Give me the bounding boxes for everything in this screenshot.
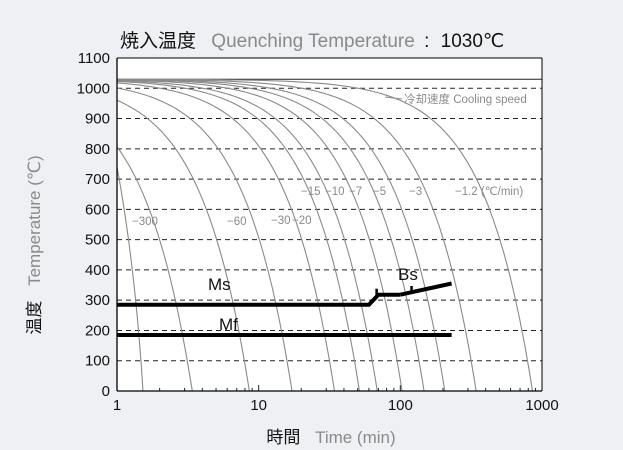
cooling-curve-6 [117,79,403,391]
cooling-speed-label: 冷却速度 Cooling speed [404,92,527,106]
cooling-rate-label-2: −30 [271,215,291,227]
plot-area: 0 100 200 300 400 500 600 700 800 900 1000 1100 1 10 1… [77,50,559,414]
ylabel-jp: 温度 [25,301,44,335]
cooling-rate-label-7: −5 [373,186,386,198]
cooling-rate-label-6: −7 [349,186,362,198]
y-tick-label-500: 500 [85,232,110,249]
y-axis-label: 温度 Temperature (℃) [25,155,44,334]
cooling-rate-label-0: −300 [132,216,158,228]
line-ms [117,292,401,307]
x-axis-label: 時間 Time (min) [266,428,395,447]
cooling-curve-5 [117,80,378,391]
y-tick-label-1100: 1100 [78,50,110,67]
xlabel-en: Time (min) [315,428,396,447]
cooling-curve-8 [117,79,446,391]
cooling-curve-2 [117,87,293,391]
y-tick-label-800: 800 [85,141,110,158]
y-tick-label-200: 200 [85,322,110,339]
title-sep: : [424,31,429,52]
plot-background [117,58,542,391]
cooling-rate-label-3: −20 [292,215,312,227]
y-tick-label-700: 700 [85,171,110,188]
cooling-rate-unit: (℃/min) [481,186,523,198]
x-tick-label-10: 10 [250,397,267,414]
cooling-rate-label-4: −15 [301,186,321,198]
title-value: 1030℃ [441,31,505,52]
y-tick-label-0: 0 [102,383,110,400]
chart-title: 焼入温度 Quenching Temperature : 1030℃ [120,30,504,52]
cooling-speed-leader [384,96,403,100]
ylabel-en: Temperature (℃) [25,155,44,286]
cooling-curve-1 [117,99,250,391]
x-tick-label-1: 1 [113,397,121,414]
cooling-curve-3 [117,82,336,391]
cooling-curve-9 [117,78,477,391]
y-tick-label-900: 900 [85,111,110,128]
title-jp: 焼入温度 [120,30,196,52]
x-tick-label-100: 100 [388,397,413,414]
y-tick-label-600: 600 [85,201,110,218]
cooling-curve-7 [117,79,425,391]
label-bs: Bs [398,265,418,284]
y-tick-label-1000: 1000 [77,80,110,97]
title-en: Quenching Temperature [211,31,415,52]
line-bs [399,281,453,297]
cooling-rate-label-last: −1.2 (℃/min) [455,186,523,198]
label-mf: Mf [219,315,238,334]
xlabel-jp: 時間 [266,428,300,447]
y-tick-label-100: 100 [85,353,110,370]
x-tick-label-1000: 1000 [525,397,558,414]
y-tick-label-300: 300 [85,292,110,309]
cooling-curve-fast [117,166,144,391]
cooling-rate-label-1: −60 [227,216,247,228]
cooling-rate-label-8: −3 [409,186,422,198]
cooling-curve-4 [117,80,360,391]
cooling-rate-value: −1.2 [455,186,481,198]
y-tick-label-400: 400 [85,262,110,279]
label-ms: Ms [208,275,231,294]
cooling-rate-label-5: −10 [325,186,345,198]
